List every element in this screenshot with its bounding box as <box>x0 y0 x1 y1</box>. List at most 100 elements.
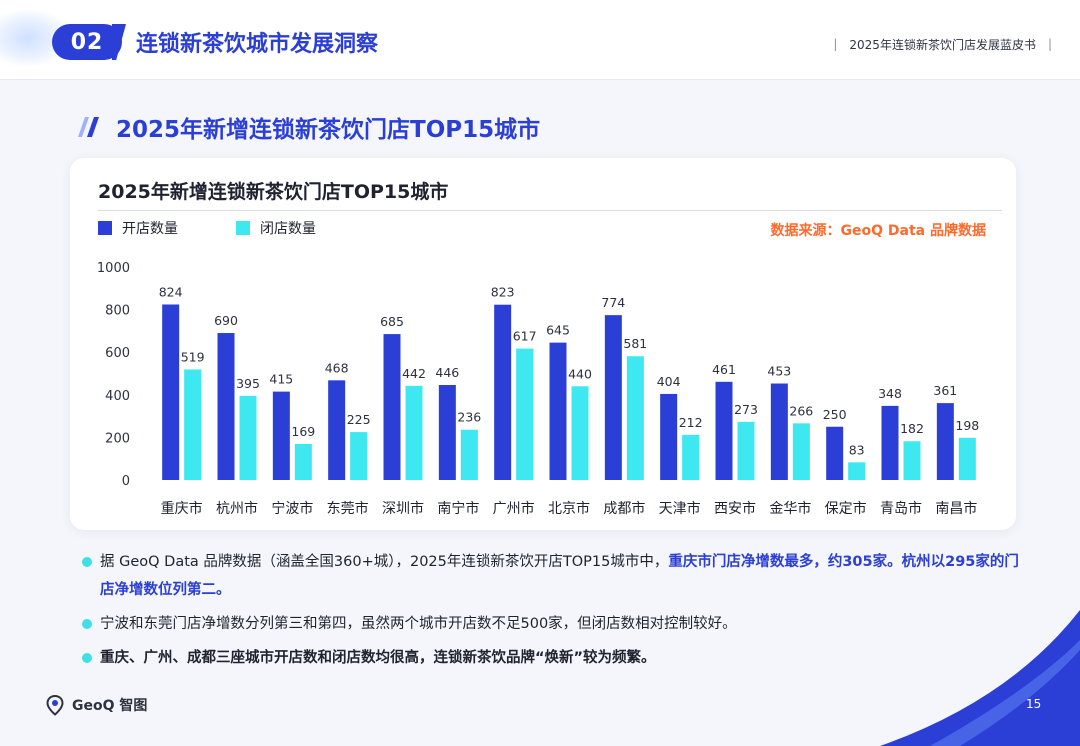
data-label-close: 169 <box>291 424 315 439</box>
legend-swatch-open <box>98 221 112 235</box>
section-number-badge: 02 <box>52 24 122 60</box>
report-name: | 2025年连锁新茶饮门店发展蓝皮书 | <box>833 34 1052 54</box>
x-tick-label: 南昌市 <box>935 500 977 517</box>
data-label-open: 685 <box>380 314 404 329</box>
data-label-close: 519 <box>181 349 205 364</box>
bar-close <box>405 385 423 480</box>
data-label-close: 440 <box>568 366 592 381</box>
data-label-close: 442 <box>402 366 426 381</box>
chart-title-divider <box>98 210 1002 211</box>
separator-left: | <box>833 37 838 51</box>
data-label-open: 824 <box>159 284 183 299</box>
bar-close <box>571 386 589 480</box>
bullet-dot <box>82 619 92 629</box>
data-label-open: 453 <box>767 364 791 379</box>
insight-item: 据 GeoQ Data 品牌数据（涵盖全国360+城），2025年连锁新茶饮开店… <box>82 548 1022 604</box>
data-label-open: 415 <box>269 372 293 387</box>
data-label-close: 581 <box>623 336 647 351</box>
x-tick-label: 宁波市 <box>271 500 313 517</box>
insight-text-segment: 重庆市门店净增数最多，约305家。杭州以295家的门店净增数位列第二。 <box>100 554 1019 598</box>
data-label-open: 774 <box>601 295 625 310</box>
bar-close <box>848 462 866 480</box>
bar-open <box>770 383 788 480</box>
section-title: 连锁新茶饮城市发展洞察 <box>136 32 379 57</box>
logo-text: GeoQ 智图 <box>72 698 148 714</box>
data-label-open: 348 <box>878 386 902 401</box>
bar-open <box>328 380 346 480</box>
data-label-open: 404 <box>657 374 681 389</box>
bar-close <box>350 432 368 480</box>
data-label-open: 250 <box>823 407 847 422</box>
header-bar: 02 连锁新茶饮城市发展洞察 | 2025年连锁新茶饮门店发展蓝皮书 | <box>0 0 1080 80</box>
bar-close <box>516 348 534 480</box>
y-tick-label: 400 <box>105 389 130 404</box>
data-label-close: 395 <box>236 376 260 391</box>
insight-item: 宁波和东莞门店净增数分列第三和第四，虽然两个城市开店数不足500家，但闭店数相对… <box>82 610 1022 638</box>
x-tick-label: 北京市 <box>548 500 590 517</box>
y-tick-label: 0 <box>122 474 130 489</box>
x-tick-label: 重庆市 <box>161 500 203 517</box>
chart-title: 2025年新增连锁新茶饮门店TOP15城市 <box>98 180 449 203</box>
y-tick-label: 200 <box>105 431 130 446</box>
section-badge-tail <box>112 24 126 60</box>
slide-title: 2025年新增连锁新茶饮门店TOP15城市 <box>116 117 541 143</box>
data-label-close: 617 <box>513 329 537 344</box>
bar-close <box>682 434 700 480</box>
x-tick-label: 南宁市 <box>437 500 479 517</box>
bullet-dot <box>82 557 92 567</box>
x-tick-label: 杭州市 <box>216 500 258 517</box>
data-label-open: 645 <box>546 323 570 338</box>
data-source-note: 数据来源：GeoQ Data 品牌数据 <box>770 223 986 239</box>
x-tick-label: 青岛市 <box>880 500 922 517</box>
data-label-open: 823 <box>491 285 515 300</box>
data-label-close: 236 <box>457 410 481 425</box>
x-tick-label: 东莞市 <box>327 500 369 517</box>
bar-close <box>294 444 312 480</box>
bar-open <box>604 315 622 480</box>
x-tick-label: 金华市 <box>769 500 811 517</box>
bar-close <box>792 423 810 480</box>
legend-swatch-close <box>236 221 250 235</box>
bar-close <box>460 429 478 480</box>
bar-open <box>494 304 512 480</box>
y-tick-label: 1000 <box>97 261 130 276</box>
brand-logo: GeoQ 智图 <box>44 693 147 717</box>
bar-open <box>936 403 954 480</box>
bar-chart: 0 200 400 600 800 1000 824 519 重庆市 690 395 杭州市 415 16… <box>97 261 979 517</box>
y-tick-label: 800 <box>105 304 130 319</box>
insight-text-segment: 据 GeoQ Data 品牌数据（涵盖全国360+城），2025年连锁新茶饮开店… <box>100 554 669 570</box>
bar-close <box>184 369 202 480</box>
slash-marks-icon <box>78 117 99 137</box>
data-label-close: 83 <box>849 442 865 457</box>
page-number: 15 <box>1026 697 1042 711</box>
x-tick-label: 西安市 <box>714 500 756 517</box>
bar-close <box>903 441 921 480</box>
bar-open <box>881 405 899 480</box>
bar-open <box>438 385 456 480</box>
data-label-open: 461 <box>712 362 736 377</box>
insight-list: 据 GeoQ Data 品牌数据（涵盖全国360+城），2025年连锁新茶饮开店… <box>82 548 1022 672</box>
data-label-open: 361 <box>933 383 957 398</box>
location-pin-icon <box>46 694 64 716</box>
bar-open <box>660 393 678 480</box>
bar-close <box>958 437 976 480</box>
insight-text-segment: 宁波和东莞门店净增数分列第三和第四，虽然两个城市开店数不足500家，但闭店数相对… <box>100 616 737 632</box>
bullet-dot <box>82 653 92 663</box>
data-label-open: 446 <box>435 365 459 380</box>
legend-label-open: 开店数量 <box>122 221 178 237</box>
bar-close <box>737 421 755 480</box>
x-tick-label: 保定市 <box>825 500 867 517</box>
section-number: 02 <box>70 29 104 55</box>
data-label-open: 468 <box>325 360 349 375</box>
x-tick-label: 广州市 <box>493 500 535 517</box>
legend-item-close: 闭店数量 <box>236 218 316 238</box>
bar-open <box>162 304 180 480</box>
x-tick-label: 成都市 <box>603 500 645 517</box>
data-label-close: 225 <box>347 412 371 427</box>
bar-close <box>626 356 644 480</box>
insight-text-segment: 重庆、广州、成都三座城市开店数和闭店数均很高，连锁新茶饮品牌“焕新”较为频繁。 <box>100 650 656 666</box>
chart-legend: 开店数量 闭店数量 <box>98 218 316 238</box>
legend-item-open: 开店数量 <box>98 218 178 238</box>
bar-open <box>715 381 733 480</box>
